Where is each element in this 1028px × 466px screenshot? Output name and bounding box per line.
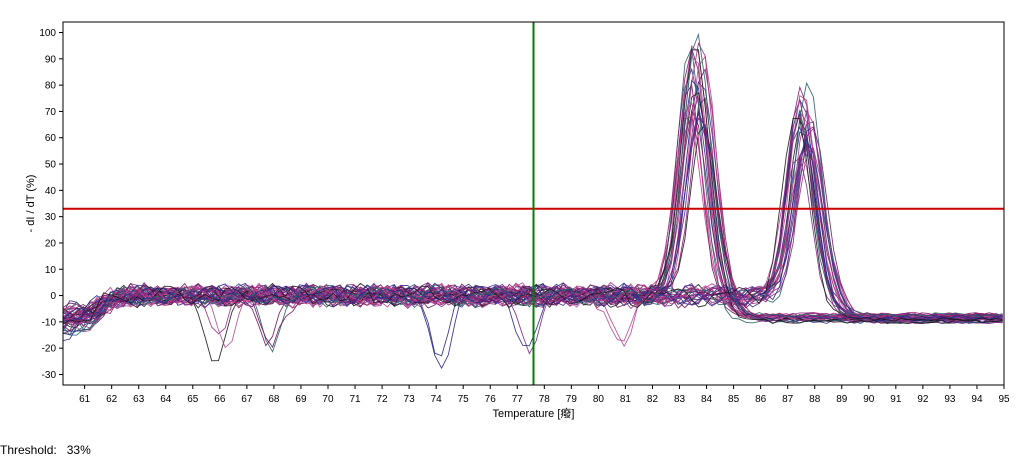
y-tick-label: 40 [45,186,57,197]
y-tick-label: 10 [45,265,57,276]
x-tick-label: 90 [863,394,875,405]
x-tick-label: 72 [377,394,389,405]
x-tick-label: 73 [404,394,416,405]
threshold-readout: Threshold: 33% [0,443,91,457]
x-tick-label: 65 [187,394,199,405]
x-tick-label: 85 [728,394,740,405]
x-axis-title: Temperature [癈] [493,406,575,420]
x-tick-label: 79 [566,394,578,405]
x-tick-label: 75 [458,394,470,405]
y-tick-label: 80 [45,81,57,92]
x-tick-label: 84 [701,394,713,405]
melt-curve-chart: -30 -20 -10 0 10 20 30 40 50 60 70 80 90 100 61 62 63 64… [25,21,1010,420]
x-tick-label: 81 [620,394,632,405]
y-tick-label: 0 [50,291,56,302]
y-axis-ticks: -30 -20 -10 0 10 20 30 40 50 60 70 80 90 100 [39,28,63,381]
x-tick-label: 95 [998,394,1010,405]
x-tick-label: 69 [295,394,307,405]
x-tick-label: 70 [322,394,334,405]
y-tick-label: -20 [42,344,57,355]
x-tick-label: 92 [917,394,929,405]
threshold-label: Threshold: [0,443,57,457]
y-tick-label: 90 [45,54,57,65]
y-tick-label: 20 [45,238,57,249]
x-tick-label: 64 [160,394,172,405]
y-tick-label: 60 [45,133,57,144]
x-tick-label: 80 [593,394,605,405]
y-tick-label: 70 [45,107,57,118]
x-tick-label: 94 [971,394,983,405]
x-tick-label: 82 [647,394,659,405]
plot-frame [62,21,1005,386]
x-tick-label: 86 [755,394,767,405]
x-tick-label: 61 [79,394,91,405]
x-tick-label: 71 [349,394,361,405]
y-tick-label: -10 [42,317,57,328]
x-tick-label: 89 [836,394,848,405]
x-tick-label: 88 [809,394,821,405]
y-tick-label: 100 [39,28,56,39]
x-tick-label: 87 [782,394,794,405]
y-tick-label: 50 [45,160,57,171]
x-axis-ticks: 61 62 63 64 65 66 67 68 69 70 71 72 73 74 75 76 77 78 79 80… [79,385,1010,405]
x-tick-label: 74 [431,394,443,405]
y-axis-title: - dI / dT (%) [25,175,37,233]
threshold-value[interactable]: 33% [66,443,91,457]
x-tick-label: 78 [539,394,551,405]
x-tick-label: 62 [106,394,118,405]
x-tick-label: 66 [214,394,226,405]
x-tick-label: 93 [944,394,956,405]
x-tick-label: 77 [512,394,524,405]
x-tick-label: 68 [268,394,280,405]
x-tick-label: 83 [674,394,686,405]
y-tick-label: 30 [45,212,57,223]
x-tick-label: 91 [890,394,902,405]
x-tick-label: 76 [485,394,497,405]
x-tick-label: 67 [241,394,253,405]
y-tick-label: -30 [42,370,57,381]
x-tick-label: 63 [133,394,145,405]
